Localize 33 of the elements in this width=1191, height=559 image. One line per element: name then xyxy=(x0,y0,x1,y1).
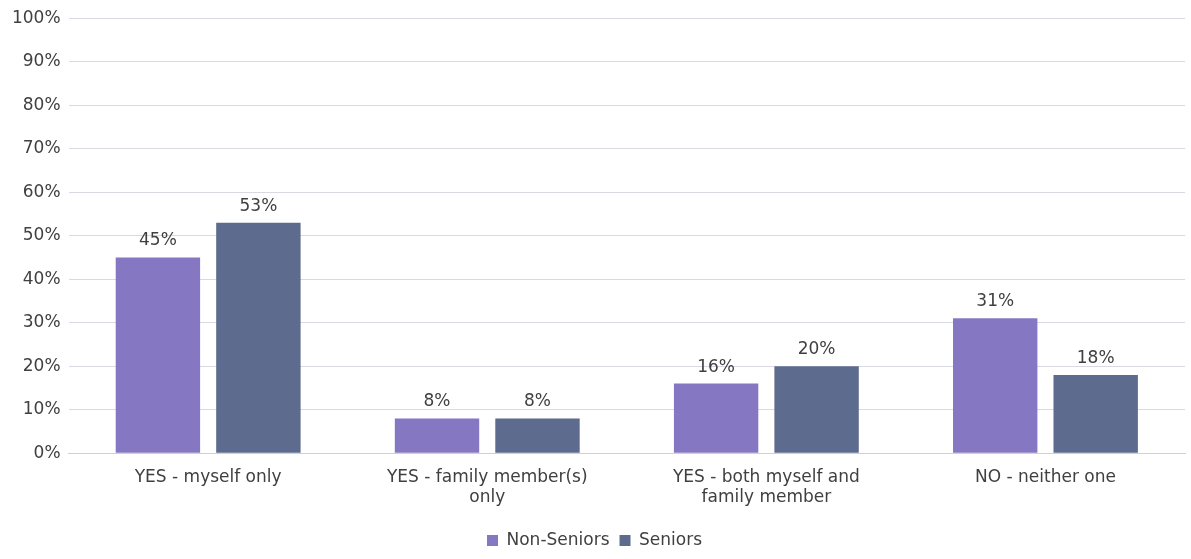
y-tick-label: 100% xyxy=(11,6,61,27)
data-label: 16% xyxy=(697,355,736,376)
y-tick-label: 20% xyxy=(22,354,61,375)
data-label: 8% xyxy=(423,390,451,411)
y-tick-label: 60% xyxy=(22,180,61,201)
y-tick-label: 0% xyxy=(33,441,61,462)
bar xyxy=(774,366,859,453)
bar xyxy=(673,383,759,453)
y-tick-label: 80% xyxy=(22,93,61,114)
bar xyxy=(495,418,580,453)
data-label: 20% xyxy=(797,338,836,359)
y-tick-label: 30% xyxy=(22,311,61,332)
y-tick-label: 90% xyxy=(22,50,61,71)
data-label: 45% xyxy=(139,229,177,250)
y-tick-label: 50% xyxy=(22,224,61,245)
x-tick-label: NO - neither one xyxy=(974,465,1116,486)
legend-label: Seniors xyxy=(639,528,703,549)
x-tick-label: YES - family member(s) only xyxy=(385,465,588,507)
bar xyxy=(216,222,301,453)
data-label: 18% xyxy=(1076,346,1115,367)
bar xyxy=(394,418,480,453)
bar xyxy=(115,257,201,453)
data-label: 31% xyxy=(976,290,1015,311)
y-tick-label: 70% xyxy=(22,137,61,158)
data-label: 53% xyxy=(239,194,278,215)
legend-label: Non-Seniors xyxy=(506,528,610,549)
bar xyxy=(1053,374,1138,453)
data-label: 8% xyxy=(524,390,551,411)
y-tick-label: 40% xyxy=(22,267,61,288)
y-tick-label: 10% xyxy=(22,398,61,419)
x-tick-label: YES - myself only xyxy=(133,465,282,486)
bar xyxy=(953,318,1038,453)
x-tick-label: YES - both myself and family member xyxy=(671,465,860,507)
